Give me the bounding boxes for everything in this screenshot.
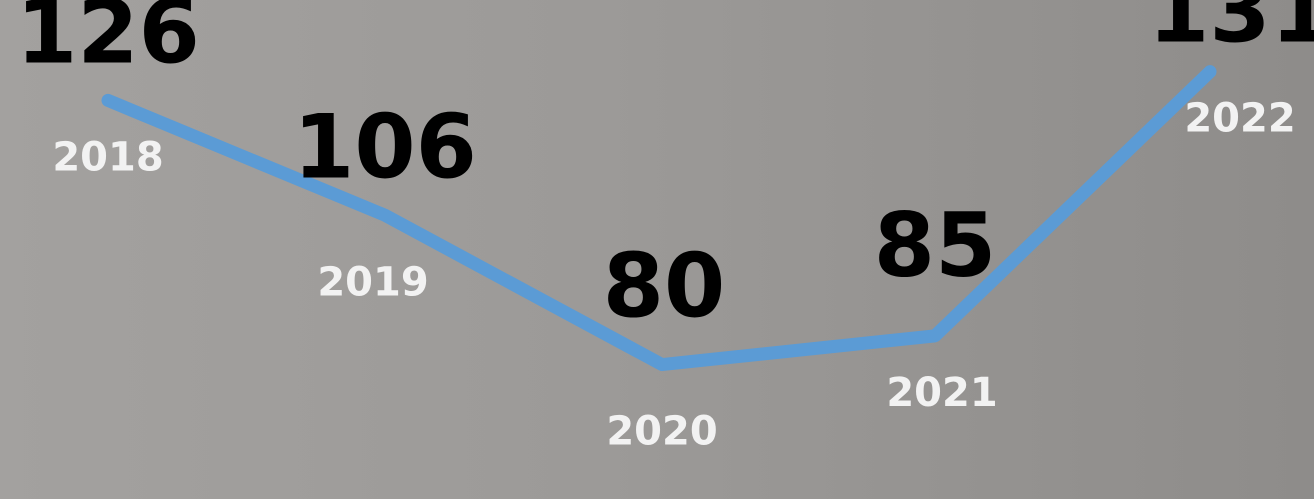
x-tick-label: 2021 xyxy=(886,370,997,416)
year-labels: 2018 2019 2020 2021 2022 xyxy=(52,96,1295,455)
x-tick-label: 2019 xyxy=(317,259,428,305)
data-label: 85 xyxy=(874,194,996,297)
data-label: 106 xyxy=(293,95,477,198)
series-line xyxy=(101,65,1217,372)
x-tick-label: 2022 xyxy=(1184,96,1295,142)
value-labels: 126 106 80 85 131 xyxy=(16,0,1314,338)
data-label: 80 xyxy=(603,235,725,338)
x-tick-label: 2020 xyxy=(606,409,717,455)
data-label: 131 xyxy=(1148,0,1314,63)
x-tick-label: 2018 xyxy=(52,134,163,180)
data-label: 126 xyxy=(16,0,200,83)
